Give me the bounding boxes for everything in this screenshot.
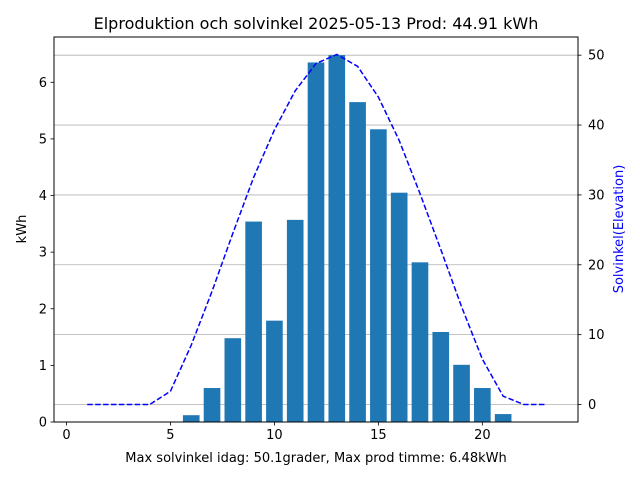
y-axis-right: 0 10 20 30 40 50: [578, 49, 605, 413]
x-axis: 0 5 10 15 20: [62, 422, 491, 443]
bar: [390, 192, 408, 422]
y2-tick-label: 20: [588, 258, 605, 273]
bar: [286, 219, 304, 422]
y2-tick-label: 10: [588, 328, 605, 343]
bar: [224, 338, 242, 422]
y2-tick-label: 0: [588, 398, 596, 413]
y2-tick-label: 30: [588, 188, 605, 203]
bar: [494, 414, 512, 422]
bar: [474, 388, 491, 422]
elevation-line: [87, 53, 545, 406]
bar: [453, 364, 470, 422]
y-tick-label: 3: [39, 246, 47, 261]
y-tick-label: 0: [39, 416, 47, 431]
x-tick-label: 15: [370, 428, 387, 443]
bar: [307, 62, 325, 423]
x-tick-label: 0: [62, 428, 70, 443]
y-axis-label: kWh: [15, 215, 30, 244]
bar: [266, 320, 283, 422]
y-tick-label: 2: [39, 302, 47, 317]
bar: [411, 262, 429, 422]
line-series: [87, 53, 545, 406]
bar-series: [182, 55, 512, 423]
bar: [370, 129, 387, 423]
y2-tick-label: 50: [588, 49, 605, 64]
x-axis-label: Max solvinkel idag: 50.1grader, Max prod…: [125, 451, 506, 466]
y-tick-label: 1: [39, 359, 47, 374]
x-tick-label: 20: [474, 428, 491, 443]
plot-frame: [53, 36, 579, 423]
chart-title: Elproduktion och solvinkel 2025-05-13 Pr…: [94, 14, 539, 33]
y-axis-left: 0 1 2 3 4 5 6: [39, 76, 54, 431]
x-tick-label: 10: [266, 428, 283, 443]
bar: [203, 388, 221, 422]
y-tick-label: 5: [39, 132, 47, 147]
y2-tick-label: 40: [588, 119, 605, 134]
x-tick-label: 5: [166, 428, 174, 443]
bar: [245, 221, 262, 422]
y-tick-label: 4: [39, 189, 47, 204]
bar: [182, 415, 200, 422]
bar: [328, 55, 346, 422]
y2-axis-label: Solvinkel(Elevation): [612, 165, 627, 294]
y-tick-label: 6: [39, 76, 47, 91]
bar: [349, 102, 366, 422]
bar: [432, 331, 450, 422]
